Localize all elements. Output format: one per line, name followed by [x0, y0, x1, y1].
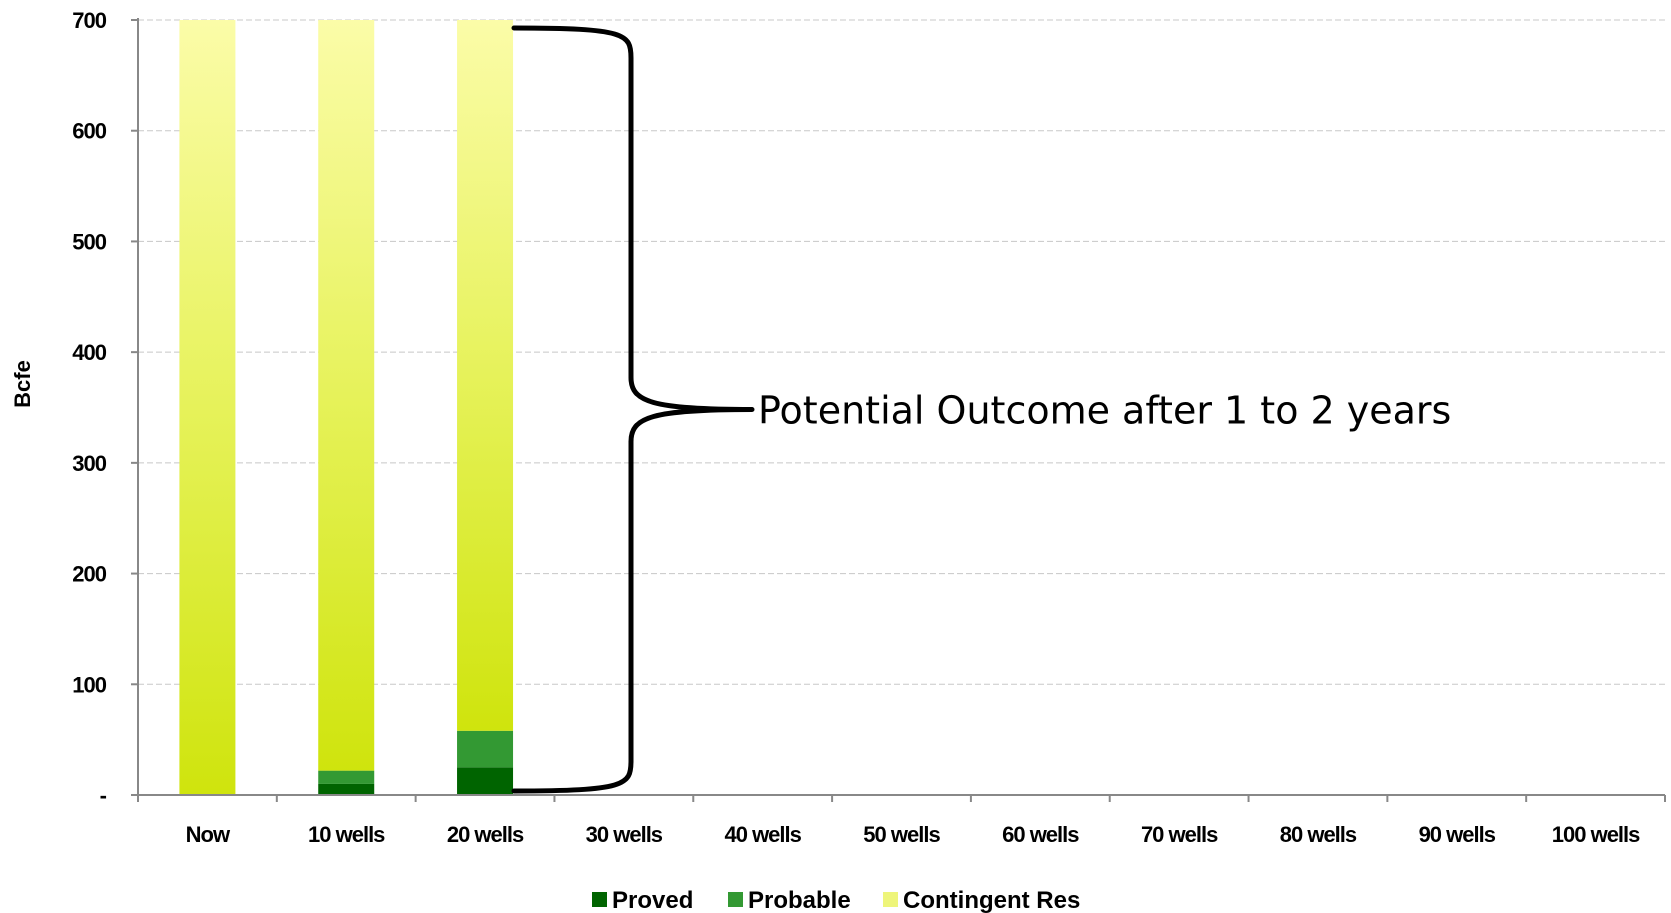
y-tick-label: 600 — [72, 119, 106, 144]
x-tick-label: 90 wells — [1419, 822, 1496, 847]
annotation-text: Potential Outcome after 1 to 2 years — [758, 389, 1451, 433]
y-tick-label: 400 — [72, 340, 106, 365]
x-tick-label: 30 wells — [586, 822, 663, 847]
legend-label: Contingent Res — [903, 887, 1080, 913]
y-axis-label: Bcfe — [10, 360, 35, 408]
y-tick-label: 200 — [72, 562, 106, 587]
bars — [179, 20, 514, 795]
x-tick-label: Now — [186, 822, 231, 847]
legend-swatch — [883, 892, 898, 907]
x-tick-label: 100 wells — [1552, 822, 1640, 847]
x-tick-label: 40 wells — [724, 822, 801, 847]
y-tick-label: - — [100, 783, 107, 808]
x-tick-label: 60 wells — [1002, 822, 1079, 847]
y-tick-labels: - 100 200 300 400 500 600 700 — [72, 8, 107, 808]
bar-contingent-res — [457, 20, 514, 731]
bar-contingent-res — [318, 20, 375, 771]
legend-swatch — [592, 892, 607, 907]
annotation-brace — [511, 25, 755, 794]
x-tick-label: 70 wells — [1141, 822, 1218, 847]
y-tick-label: 500 — [72, 229, 106, 254]
legend-swatch — [728, 892, 743, 907]
x-tick-labels: Now 10 wells 20 wells 30 wells 40 wells 50 we… — [186, 822, 1641, 847]
bar-probable — [457, 730, 514, 768]
legend-label: Proved — [612, 887, 693, 913]
x-tick-label: 10 wells — [308, 822, 385, 847]
legend: Proved Probable Contingent Res — [592, 887, 1080, 913]
y-tick-label: 300 — [72, 451, 106, 476]
legend-label: Probable — [748, 887, 851, 913]
x-tick-label: 50 wells — [863, 822, 940, 847]
bar-proved — [457, 767, 514, 795]
y-tick-label: 100 — [72, 672, 106, 697]
x-tick-label: 80 wells — [1280, 822, 1357, 847]
axes — [131, 18, 1666, 802]
gridlines — [138, 19, 1665, 685]
bar-probable — [318, 770, 375, 784]
y-tick-label: 700 — [72, 8, 106, 33]
bar-contingent-res — [179, 20, 236, 795]
x-tick-label: 20 wells — [447, 822, 524, 847]
bar-proved — [318, 783, 375, 795]
